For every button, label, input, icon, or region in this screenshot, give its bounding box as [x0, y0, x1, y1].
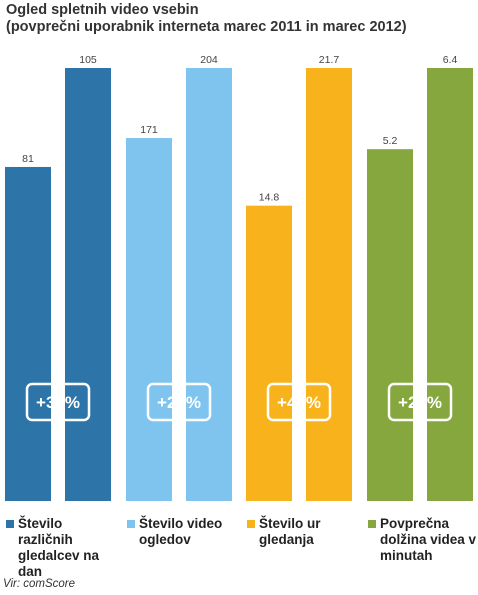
value-label-g1-1: 81: [22, 153, 34, 165]
change-label-g4: +23%: [398, 393, 442, 412]
legend-label-1: Število različnih gledalcev na dan: [18, 516, 100, 579]
change-badge-g1: [25, 382, 91, 422]
legend-swatch-2: [127, 520, 135, 528]
change-label-g1: +30%: [36, 393, 80, 412]
bar-g4-2: [427, 68, 473, 501]
chart-title-line-2: (povprečni uporabnik interneta marec 201…: [6, 19, 407, 35]
chart-title: Ogled spletnih video vsebin (povprečni u…: [6, 2, 407, 36]
bar-g2-2: [186, 68, 232, 501]
legend-swatch-1: [6, 520, 14, 528]
chart-title-line-1: Ogled spletnih video vsebin: [6, 2, 199, 18]
value-label-g2-1: 171: [140, 124, 158, 136]
change-badge-g2: [146, 382, 212, 422]
value-label-g2-2: 204: [200, 54, 218, 66]
source-note: Vir: comScore: [3, 578, 76, 590]
bar-g2-1: [126, 138, 172, 501]
bar-g3-2: [306, 68, 352, 501]
legend-swatch-3: [247, 520, 255, 528]
value-label-g3-2: 21.7: [319, 54, 340, 66]
value-label-g4-1: 5.2: [383, 135, 398, 147]
bar-g1-2: [65, 68, 111, 501]
bar-g3-1: [246, 205, 292, 502]
change-label-g3: +47%: [277, 393, 321, 412]
legend-swatch-4: [368, 520, 376, 528]
value-label-g3-1: 14.8: [259, 192, 280, 204]
value-label-g1-2: 105: [79, 54, 97, 66]
legend-label-4: Povprečna dolžina videa v minutah: [380, 516, 477, 563]
change-label-g2: +20%: [157, 393, 201, 412]
bar-g4-1: [367, 149, 413, 501]
legend-label-3: Število ur gledanja: [259, 516, 321, 547]
legend-label-2: Število video ogledov: [139, 516, 223, 547]
bar-g1-1: [5, 166, 51, 501]
change-badge-g4: [387, 382, 453, 422]
value-label-g4-2: 6.4: [443, 54, 458, 66]
change-badge-g3: [266, 382, 332, 422]
